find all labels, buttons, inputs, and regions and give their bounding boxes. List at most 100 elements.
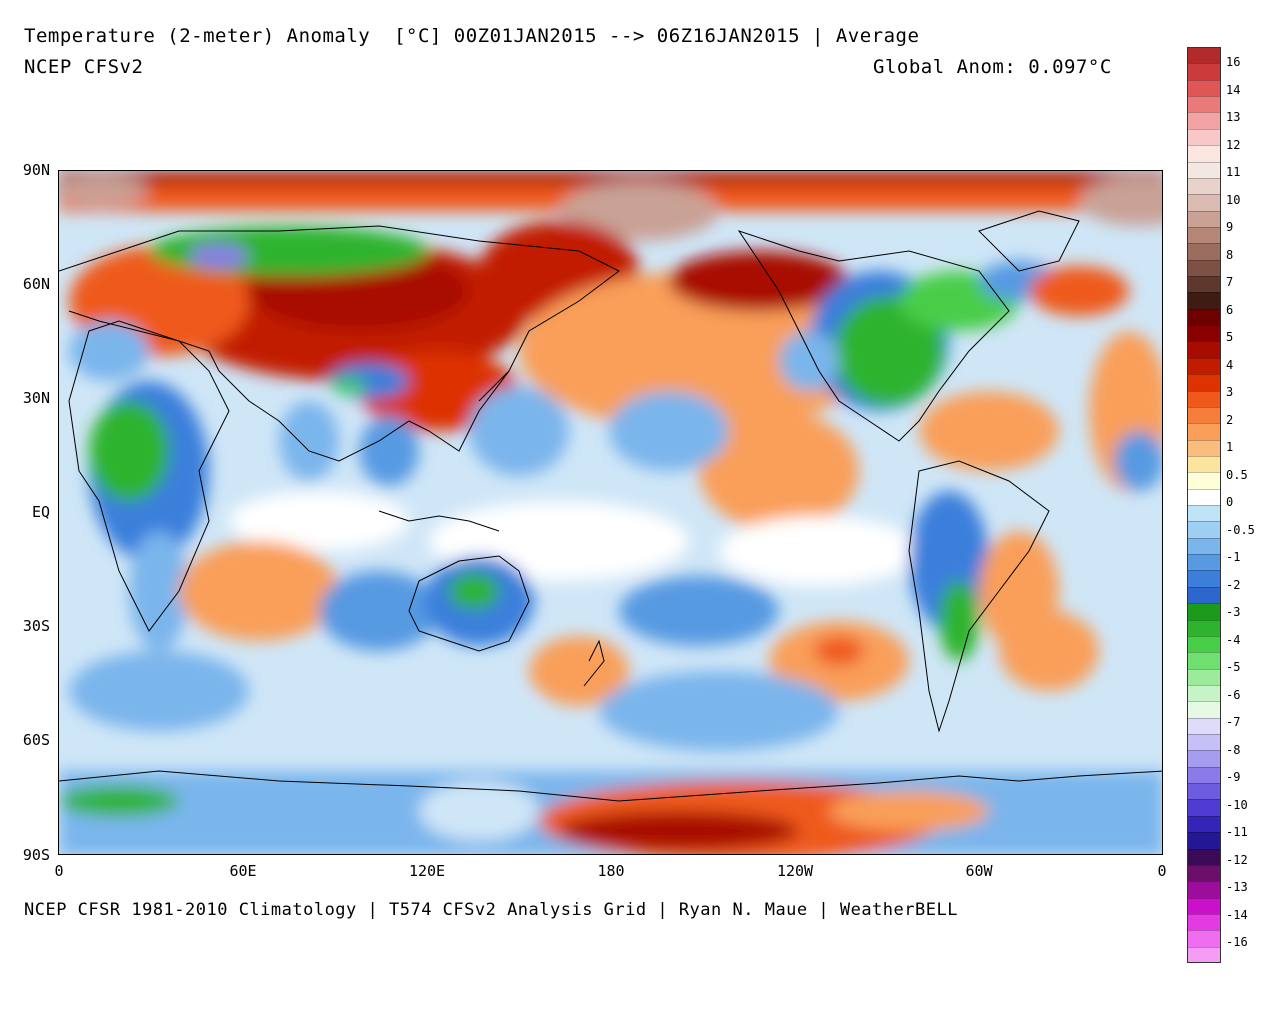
model-name: NCEP CFSv2 [24, 56, 144, 78]
colorbar-label: 0 [1226, 495, 1234, 510]
colorbar-segment [1187, 521, 1221, 539]
colorbar-segment [1187, 783, 1221, 800]
lon-label-180: 180 [597, 862, 625, 880]
colorbar-label: 13 [1226, 110, 1241, 124]
colorbar-segment [1187, 619, 1221, 637]
colorbar-segment [1187, 63, 1221, 81]
colorbar-segment [1187, 243, 1221, 261]
colorbar-segment [1187, 799, 1221, 817]
colorbar-segment [1187, 897, 1221, 915]
colorbar-segment [1187, 472, 1221, 490]
colorbar-segment [1187, 374, 1221, 391]
colorbar-segment [1187, 79, 1221, 97]
colorbar-segment [1187, 439, 1221, 457]
colorbar-segment [1187, 194, 1221, 212]
colorbar-segment [1187, 603, 1221, 620]
colorbar-label: -4 [1226, 632, 1241, 647]
colorbar-segment [1187, 161, 1221, 179]
colorbar-label: 10 [1226, 192, 1241, 207]
colorbar-label: -9 [1226, 770, 1241, 785]
colorbar-label: -11 [1226, 825, 1248, 840]
colorbar-label: 6 [1226, 302, 1234, 317]
colorbar-segment [1187, 390, 1221, 408]
colorbar-label: -13 [1226, 880, 1248, 895]
coastlines [59, 210, 1162, 802]
colorbar-segment [1187, 259, 1221, 277]
colorbar-label: -5 [1226, 660, 1241, 675]
lat-label-90n: 90N [22, 161, 50, 179]
global-anomaly: Global Anom: 0.097°C [873, 56, 1112, 78]
colorbar-segment [1187, 635, 1221, 653]
map-title: Temperature (2-meter) Anomaly [°C] 00Z01… [24, 25, 920, 47]
colorbar-segment [1187, 946, 1221, 964]
colorbar-label: 5 [1226, 330, 1234, 345]
colorbar-segment [1187, 717, 1221, 735]
colorbar-label: -3 [1226, 605, 1241, 620]
colorbar-segment [1187, 145, 1221, 162]
colorbar-label: -10 [1226, 797, 1248, 812]
colorbar-segment [1187, 488, 1221, 506]
colorbar-label: -0.5 [1226, 522, 1255, 537]
colorbar-segment [1187, 423, 1221, 441]
colorbar-label: 14 [1226, 82, 1241, 97]
colorbar-label: 4 [1226, 357, 1234, 372]
colorbar-segment [1187, 455, 1221, 473]
colorbar-label: -8 [1226, 742, 1241, 757]
colorbar-label: -12 [1226, 852, 1248, 867]
colorbar-label: 11 [1226, 165, 1241, 180]
colorbar-label: 9 [1226, 220, 1234, 235]
lon-label-0-right: 0 [1157, 862, 1167, 880]
lon-label-120w: 120W [776, 862, 814, 880]
colorbar [1187, 47, 1221, 964]
colorbar-segment [1187, 701, 1221, 719]
colorbar-segment [1187, 292, 1221, 310]
colorbar-segment [1187, 668, 1221, 686]
anomaly-map [58, 170, 1163, 855]
colorbar-segment [1187, 505, 1221, 522]
colorbar-label: 16 [1226, 55, 1241, 69]
lat-label-60n: 60N [22, 275, 50, 293]
colorbar-label: 1 [1226, 440, 1234, 455]
colorbar-segment [1187, 554, 1221, 571]
lon-label-60w: 60W [965, 862, 993, 880]
colorbar-segment [1187, 341, 1221, 359]
colorbar-segment [1187, 325, 1221, 342]
colorbar-segment [1187, 864, 1221, 882]
colorbar-segment [1187, 226, 1221, 244]
colorbar-segment [1187, 750, 1221, 768]
colorbar-segment [1187, 210, 1221, 228]
colorbar-label: -16 [1226, 935, 1248, 950]
lon-label-60e: 60E [229, 862, 257, 880]
colorbar-label: 3 [1226, 385, 1234, 400]
colorbar-label: 12 [1226, 137, 1241, 152]
colorbar-segment [1187, 815, 1221, 833]
colorbar-label: 2 [1226, 412, 1234, 427]
colorbar-segment [1187, 766, 1221, 784]
colorbar-segment [1187, 734, 1221, 751]
colorbar-segment [1187, 308, 1221, 326]
colorbar-label: -14 [1226, 907, 1248, 922]
colorbar-label: 8 [1226, 247, 1234, 262]
colorbar-segment [1187, 537, 1221, 555]
lat-label-30n: 30N [22, 389, 50, 407]
lon-label-120e: 120E [408, 862, 446, 880]
colorbar-border [1187, 47, 1221, 963]
footer-credit: NCEP CFSR 1981-2010 Climatology | T574 C… [24, 900, 958, 920]
colorbar-segment [1187, 357, 1221, 375]
colorbar-segment [1187, 652, 1221, 670]
colorbar-segment [1187, 276, 1221, 293]
lat-label-eq: EQ [31, 503, 50, 521]
lat-label-30s: 30S [22, 617, 50, 635]
colorbar-segment [1187, 930, 1221, 948]
colorbar-segment [1187, 913, 1221, 931]
colorbar-label: -2 [1226, 577, 1241, 592]
colorbar-segment [1187, 406, 1221, 424]
colorbar-label: 7 [1226, 275, 1234, 290]
anomaly-blobs [59, 171, 1162, 854]
colorbar-segment [1187, 848, 1221, 866]
colorbar-segment [1187, 684, 1221, 702]
colorbar-segment [1187, 570, 1221, 588]
colorbar-label: -7 [1226, 715, 1241, 730]
colorbar-segment [1187, 96, 1221, 113]
colorbar-label: -1 [1226, 550, 1241, 565]
